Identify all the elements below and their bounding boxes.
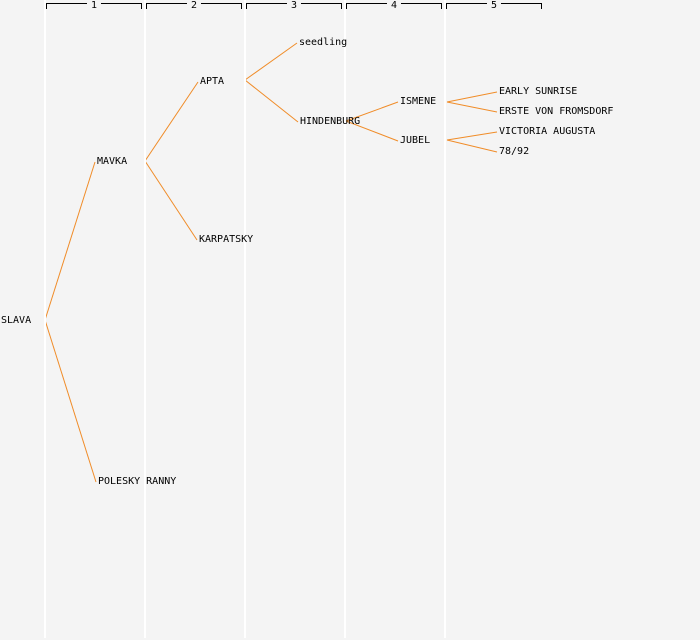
generation-label: 2 xyxy=(186,0,202,12)
pedigree-edge-slava-to-polesky-ranny xyxy=(44,319,97,483)
generation-label: 3 xyxy=(286,0,302,12)
pedigree-node-ismene: ISMENE xyxy=(400,96,437,107)
pedigree-edge-jubel-to-78-92 xyxy=(446,139,498,153)
pedigree-edge-apta-to-hindenburg xyxy=(244,79,299,123)
pedigree-edge-hindenburg-to-jubel xyxy=(345,120,399,142)
generation-label: 5 xyxy=(486,0,502,12)
pedigree-edge-hindenburg-to-ismene xyxy=(345,101,399,122)
column-separator xyxy=(344,0,346,638)
column-separator xyxy=(244,0,246,638)
pedigree-node-victoria-augusta: VICTORIA AUGUSTA xyxy=(499,126,596,137)
pedigree-node-karpatsky: KARPATSKY xyxy=(199,234,254,245)
pedigree-node-early-sunrise: EARLY SUNRISE xyxy=(499,86,578,97)
generation-bracket: 1 xyxy=(46,0,142,12)
generation-label: 4 xyxy=(386,0,402,12)
column-separator xyxy=(44,0,46,638)
pedigree-edge-jubel-to-victoria-augusta xyxy=(446,131,498,141)
pedigree-node-polesky-ranny: POLESKY RANNY xyxy=(98,476,177,487)
pedigree-edge-mavka-to-karpatsky xyxy=(144,160,198,241)
pedigree-edge-apta-to-seedling xyxy=(244,42,298,81)
column-separator xyxy=(144,0,146,638)
pedigree-node-apta: APTA xyxy=(200,76,225,87)
pedigree-node-hindenburg: HINDENBURG xyxy=(300,116,361,127)
pedigree-node-78-92: 78/92 xyxy=(499,146,530,157)
pedigree-node-seedling: seedling xyxy=(299,37,348,48)
generation-bracket: 2 xyxy=(146,0,242,12)
generation-label: 1 xyxy=(86,0,102,12)
generation-bracket: 5 xyxy=(446,0,542,12)
pedigree-edge-mavka-to-apta xyxy=(144,81,199,162)
pedigree-node-slava: SLAVA xyxy=(1,315,32,326)
pedigree-node-mavka: MAVKA xyxy=(97,156,128,167)
column-separator xyxy=(444,0,446,638)
pedigree-node-erste-von-fromsdorf: ERSTE VON FROMSDORF xyxy=(499,106,614,117)
generation-bracket: 4 xyxy=(346,0,442,12)
pedigree-node-jubel: JUBEL xyxy=(400,135,431,146)
generation-bracket: 3 xyxy=(246,0,342,12)
pedigree-edge-ismene-to-early-sunrise xyxy=(446,91,498,103)
pedigree-edge-ismene-to-erste-von-fromsdorf xyxy=(446,101,498,113)
pedigree-edge-slava-to-mavka xyxy=(44,161,96,321)
